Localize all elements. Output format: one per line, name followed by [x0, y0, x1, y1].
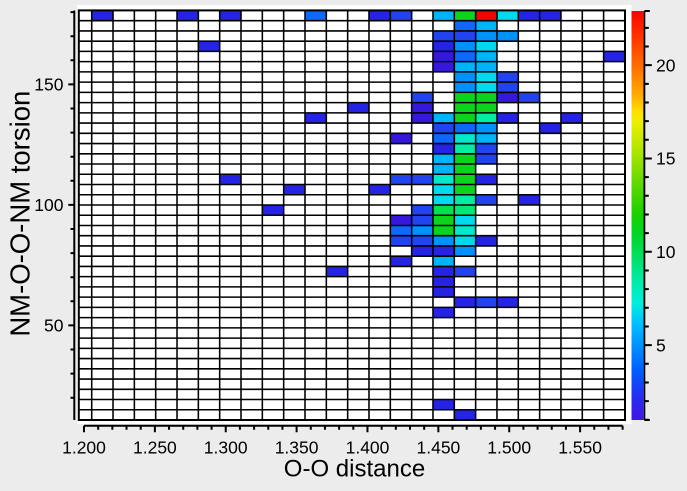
svg-text:150: 150	[34, 75, 63, 95]
svg-text:50: 50	[44, 316, 64, 336]
svg-text:1.350: 1.350	[275, 438, 319, 458]
svg-text:10: 10	[656, 242, 676, 262]
svg-text:100: 100	[34, 195, 63, 215]
svg-text:5: 5	[656, 335, 666, 355]
svg-text:1.300: 1.300	[204, 438, 248, 458]
svg-text:O-O distance: O-O distance	[284, 456, 425, 483]
svg-text:1.400: 1.400	[346, 438, 390, 458]
svg-text:1.200: 1.200	[62, 438, 106, 458]
svg-text:20: 20	[656, 55, 676, 75]
svg-text:1.250: 1.250	[133, 438, 177, 458]
svg-text:1.500: 1.500	[487, 438, 531, 458]
svg-text:1.450: 1.450	[417, 438, 461, 458]
svg-text:NM-O-O-NM torsion: NM-O-O-NM torsion	[5, 91, 36, 337]
svg-text:1.550: 1.550	[558, 438, 602, 458]
svg-text:15: 15	[656, 149, 675, 169]
